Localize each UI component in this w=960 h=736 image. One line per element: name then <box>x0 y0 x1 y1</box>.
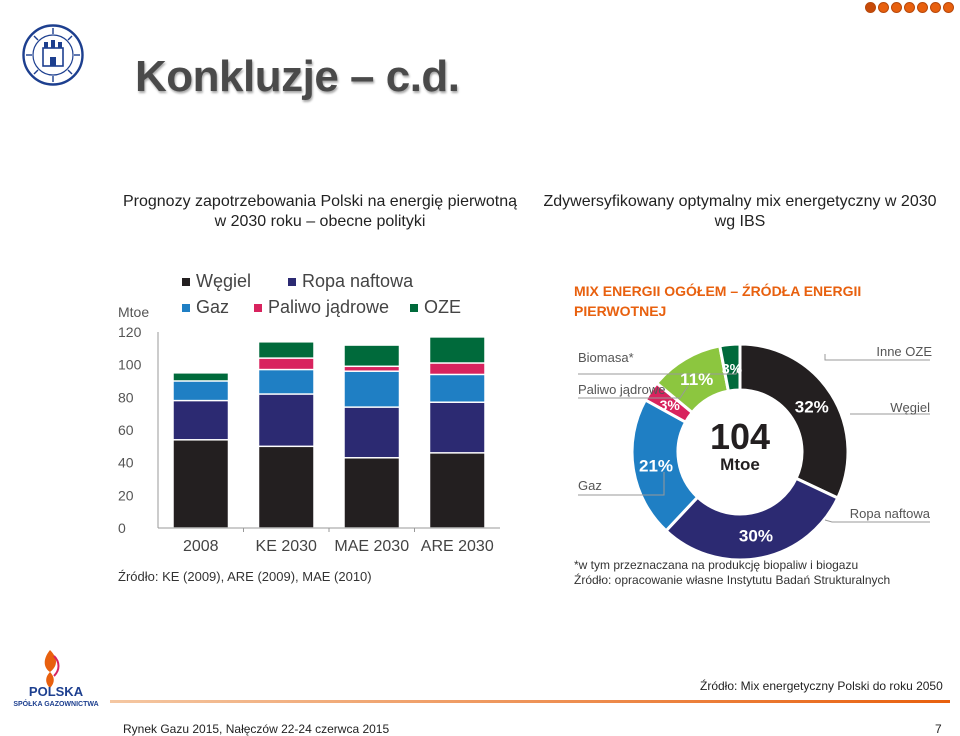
slide-dots-decoration <box>865 2 954 13</box>
legend-entry: Paliwo jądrowe <box>268 297 389 317</box>
bar-segment <box>430 375 485 402</box>
donut-slice-name: Gaz <box>578 478 602 493</box>
y-tick-label: 120 <box>118 324 142 340</box>
y-tick-label: 60 <box>118 422 134 438</box>
legend-swatch <box>410 304 418 312</box>
donut-slice-name: Biomasa* <box>578 350 634 365</box>
footer-divider-line <box>110 700 950 703</box>
legend-swatch <box>182 278 190 286</box>
donut-title-line-2: PIERWOTNEJ <box>574 303 666 319</box>
bar-segment <box>259 342 314 358</box>
x-category-label: MAE 2030 <box>334 538 409 555</box>
legend-entry: Gaz <box>196 297 229 317</box>
leader-line-inne-oze <box>824 354 930 361</box>
bar-segment <box>344 371 399 407</box>
dot-icon <box>865 2 876 13</box>
donut-source: Źródło: opracowanie własne Instytutu Bad… <box>574 572 890 587</box>
y-tick-label: 40 <box>118 455 134 471</box>
bar-segment <box>344 407 399 458</box>
bar-segment <box>259 394 314 446</box>
right-chart-subtitle: Zdywersyfikowany optymalny mix energetyc… <box>543 193 937 230</box>
leader-line-biomasa <box>578 367 739 375</box>
leader-line-gaz <box>578 472 665 496</box>
legend-swatch <box>254 304 262 312</box>
leader-line-ropa <box>824 519 930 523</box>
legend-swatch <box>288 278 296 286</box>
donut-chart: MIX ENERGII OGÓŁEM – ŹRÓDŁA ENERGII PIER… <box>574 282 932 587</box>
bar-segment <box>430 363 485 374</box>
donut-footnote: *w tym przeznaczana na produkcję biopali… <box>574 558 858 572</box>
bar-segment <box>173 440 228 528</box>
dot-icon <box>904 2 915 13</box>
x-category-label: ARE 2030 <box>421 538 494 555</box>
bar-segment <box>344 367 399 371</box>
donut-slice-label: 3% <box>660 397 681 413</box>
donut-slice-label: 11% <box>680 370 713 389</box>
bar-segment <box>173 381 228 400</box>
donut-center-value: 104 <box>710 416 770 457</box>
donut-slice-name: Ropa naftowa <box>850 506 931 521</box>
university-seal-logo <box>22 24 84 86</box>
donut-slice-name: Węgiel <box>890 400 930 415</box>
footer-event-text: Rynek Gazu 2015, Nałęczów 22-24 czerwca … <box>123 722 390 736</box>
donut-slice-label: 32% <box>795 397 829 416</box>
y-tick-label: 80 <box>118 389 134 405</box>
donut-slice-label: 21% <box>639 456 673 475</box>
bar-segment <box>259 370 314 394</box>
slide-source-note: Źródło: Mix energetyczny Polski do roku … <box>700 679 943 693</box>
dot-icon <box>930 2 941 13</box>
bar-segment <box>430 402 485 453</box>
donut-slice <box>663 476 840 562</box>
bar-segment <box>173 401 228 440</box>
donut-center-unit: Mtoe <box>720 455 760 474</box>
bar-segment <box>430 337 485 363</box>
page-number: 7 <box>935 722 942 736</box>
dot-icon <box>891 2 902 13</box>
donut-slice <box>718 342 742 393</box>
leader-line-paliwo <box>578 385 689 399</box>
psg-company-logo: POLSKA SPÓŁKA GAZOWNICTWA <box>13 650 99 708</box>
donut-slice-name: Inne OZE <box>876 344 932 359</box>
donut-slice-label: 3% <box>722 360 743 376</box>
dot-icon <box>917 2 928 13</box>
legend-entry: Węgiel <box>196 271 251 291</box>
stacked-bar-chart: Węgiel Ropa naftowa Gaz Paliwo jądrowe OZE M… <box>118 271 500 584</box>
bar-segment <box>430 453 485 528</box>
donut-slice <box>738 342 850 500</box>
donut-slice-name: Paliwo jądrowe <box>578 382 665 397</box>
y-tick-label: 20 <box>118 487 134 503</box>
dot-icon <box>943 2 954 13</box>
y-unit-label: Mtoe <box>118 304 149 320</box>
y-tick-label: 0 <box>118 520 126 536</box>
psg-logo-subname: SPÓŁKA GAZOWNICTWA <box>13 699 98 708</box>
slide-title: Konkluzje – c.d. <box>135 52 460 101</box>
x-category-label: 2008 <box>183 538 219 555</box>
donut-title-line-1: MIX ENERGII OGÓŁEM – ŹRÓDŁA ENERGII <box>574 282 861 299</box>
legend-swatch <box>182 304 190 312</box>
bar-segment <box>259 447 314 528</box>
donut-slice-label: 30% <box>739 526 773 545</box>
legend-entry: OZE <box>424 297 461 317</box>
y-tick-label: 100 <box>118 357 142 373</box>
dot-icon <box>878 2 889 13</box>
bar-segment <box>344 345 399 366</box>
x-category-label: KE 2030 <box>256 538 317 555</box>
left-chart-subtitle: Prognozy zapotrzebowania Polski na energ… <box>122 193 517 230</box>
legend-entry: Ropa naftowa <box>302 271 414 291</box>
bar-segment <box>344 458 399 528</box>
psg-logo-name: POLSKA <box>29 684 84 699</box>
bar-chart-source: Źródło: KE (2009), ARE (2009), MAE (2010… <box>118 569 372 584</box>
bar-segment <box>259 358 314 369</box>
bar-segment <box>173 373 228 381</box>
bar-chart-legend: Węgiel Ropa naftowa Gaz Paliwo jądrowe OZE <box>182 271 461 317</box>
